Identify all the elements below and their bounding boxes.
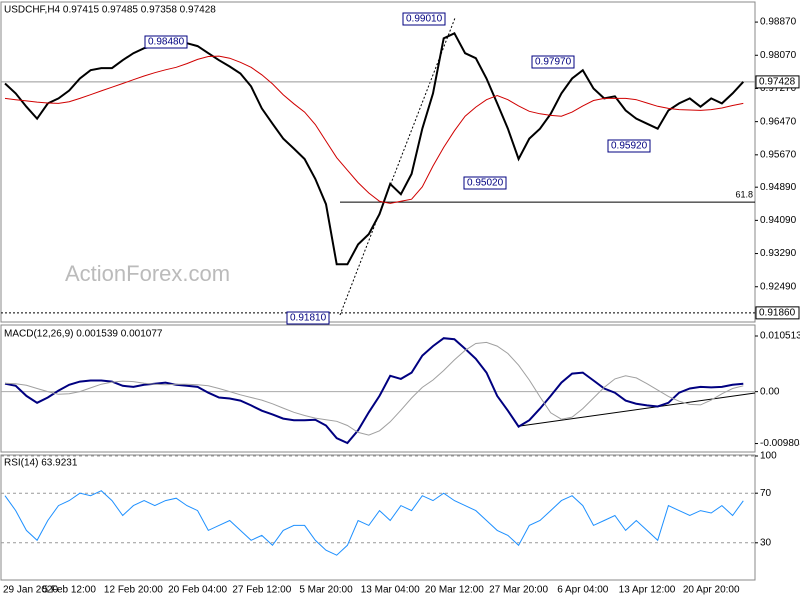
series-line	[4, 490, 744, 556]
series-line	[4, 341, 744, 436]
fib-label: 61.8	[735, 189, 753, 199]
y-tick-label: 0.98070	[760, 50, 797, 61]
y-tick-label: 0.94890	[760, 182, 797, 193]
series-line	[4, 31, 745, 266]
y-tick-label: 0.96470	[760, 116, 797, 127]
annotation-box	[463, 176, 507, 190]
level-box	[755, 306, 800, 320]
level-label: 0.91860	[759, 308, 796, 319]
annotation: 0.98480	[148, 37, 185, 48]
x-tick-label: 20 Mar 12:00	[425, 585, 484, 596]
x-tick-label: 27 Mar 20:00	[489, 585, 548, 596]
y-tick-label: 0.010513	[760, 331, 800, 342]
y-tick-label: 0.93290	[760, 248, 797, 259]
y-tick-label: 0.94090	[760, 215, 797, 226]
macd-panel	[0, 324, 756, 453]
annotation-box	[286, 311, 330, 325]
annotation: 0.95020	[467, 178, 504, 189]
x-tick-label: 20 Feb 04:00	[168, 585, 227, 596]
rsi-title: RSI(14) 63.9231	[4, 458, 78, 469]
annotation: 0.95920	[611, 141, 648, 152]
y-tick-label: 0.97270	[760, 83, 797, 94]
zigzag-line	[339, 17, 456, 316]
annotation-box	[402, 12, 446, 26]
x-tick-label: 5 Feb 12:00	[43, 585, 97, 596]
x-tick-label: 29 Jan 2020	[3, 585, 58, 596]
y-tick-label: 0.98870	[760, 17, 797, 28]
annotation: 0.97970	[535, 57, 572, 68]
macd-title: MACD(12,26,9) 0.001539 0.001077	[4, 329, 163, 340]
y-tick-label: 100	[760, 451, 777, 462]
x-tick-label: 5 Mar 20:00	[299, 585, 353, 596]
annotation-box	[531, 55, 575, 69]
x-tick-label: 13 Apr 12:00	[619, 585, 676, 596]
trend-line	[519, 392, 756, 427]
watermark: ActionForex.com	[65, 261, 230, 286]
y-tick-label: 70	[760, 488, 772, 499]
y-tick-label: 0.95670	[760, 149, 797, 160]
y-tick-label: -0.009804	[760, 438, 800, 449]
x-tick-label: 13 Mar 04:00	[361, 585, 420, 596]
price-panel	[0, 1, 756, 323]
annotation-box	[607, 139, 651, 153]
x-tick-label: 27 Feb 12:00	[232, 585, 291, 596]
y-tick-label: 0.92490	[760, 281, 797, 292]
annotation: 0.91810	[290, 313, 327, 324]
x-tick-label: 6 Apr 04:00	[557, 585, 609, 596]
y-tick-label: 0.00	[760, 386, 780, 397]
series-line	[4, 337, 744, 445]
price-title: USDCHF,H4 0.97415 0.97485 0.97358 0.9742…	[4, 5, 216, 16]
rsi-panel	[0, 454, 756, 581]
x-tick-label: 20 Apr 20:00	[683, 585, 740, 596]
y-tick-label: 30	[760, 537, 772, 548]
annotation-box	[144, 35, 188, 49]
level-label: 0.97428	[759, 77, 796, 88]
series-line	[4, 55, 744, 204]
x-tick-label: 12 Feb 20:00	[104, 585, 163, 596]
annotation: 0.99010	[406, 14, 443, 25]
level-box	[755, 75, 800, 89]
